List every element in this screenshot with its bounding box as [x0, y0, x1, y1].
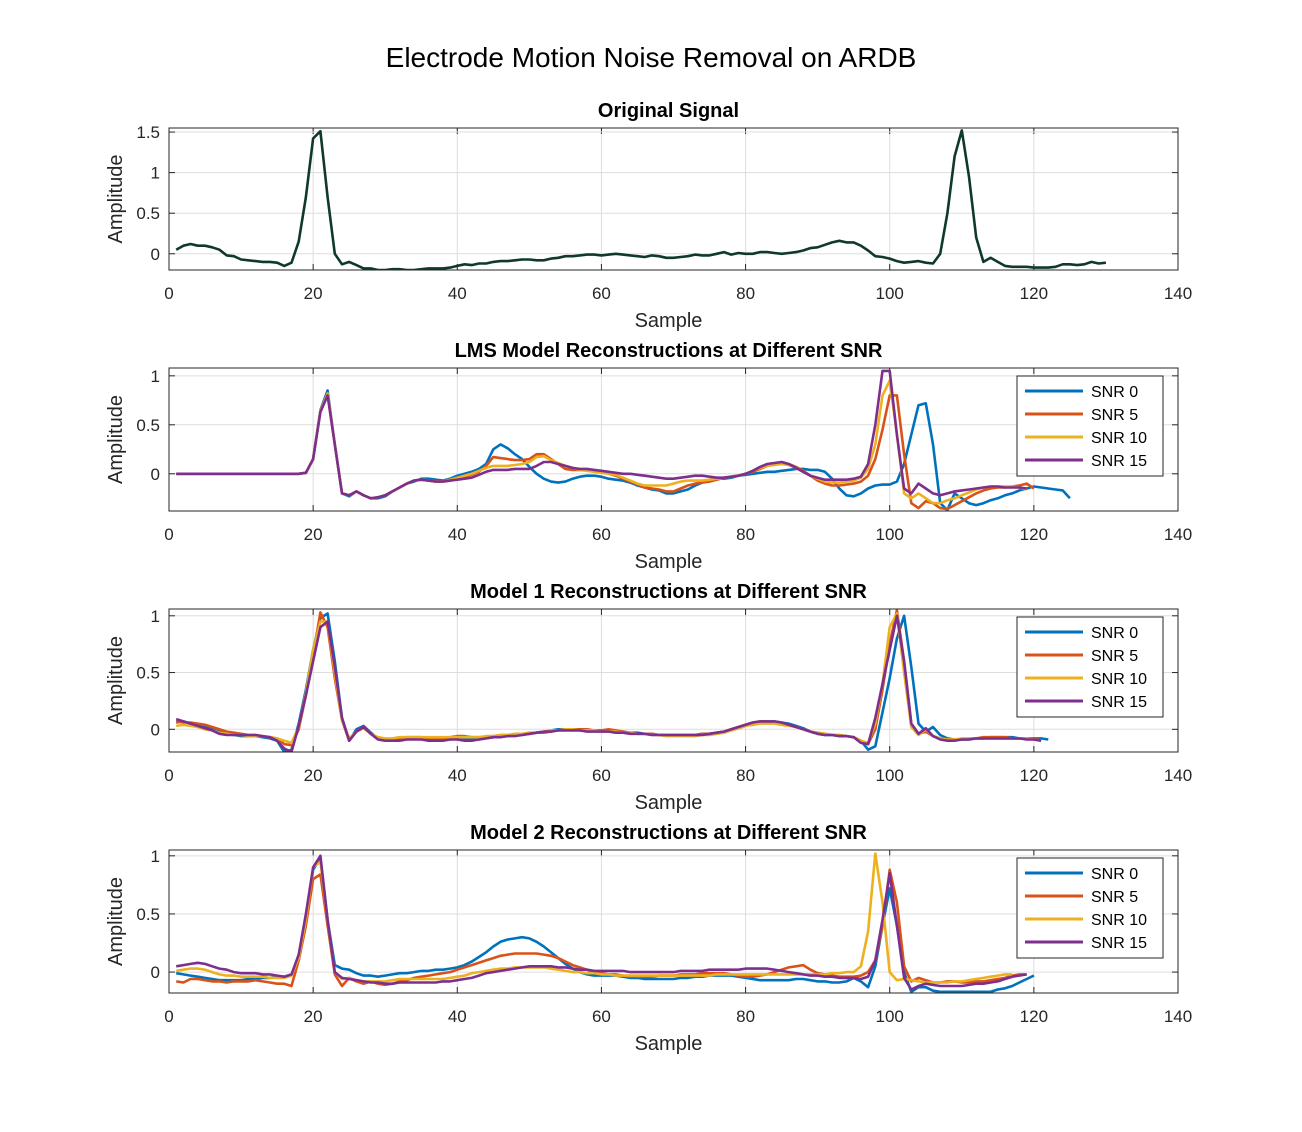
x-tick-label: 120 — [1020, 525, 1048, 544]
x-tick-label: 100 — [876, 1007, 904, 1026]
y-axis-label: Amplitude — [105, 877, 127, 966]
y-tick-label: 0.5 — [136, 664, 160, 683]
subplot-1: 0 20 40 60 80 100 120 140 0 0.5 1 1.5 Original Signa… — [105, 100, 1192, 332]
x-tick-label: 80 — [736, 766, 755, 785]
axes-box — [168, 608, 1179, 753]
y-tick-label: 0.5 — [136, 204, 160, 223]
x-tick-label: 40 — [448, 284, 467, 303]
legend-label: SNR 5 — [1091, 648, 1138, 665]
x-tick-label: 20 — [304, 525, 323, 544]
x-tick-label: 140 — [1164, 766, 1192, 785]
series-line-snr-15 — [176, 369, 1027, 500]
x-tick-label: 100 — [876, 766, 904, 785]
y-tick-label: 0 — [151, 963, 160, 982]
x-tick-label: 20 — [304, 284, 323, 303]
y-tick-label: 0.5 — [136, 416, 160, 435]
y-axis-label: Amplitude — [105, 395, 127, 484]
series-group — [176, 369, 1071, 511]
axes-box — [168, 849, 1179, 994]
x-tick-label: 60 — [592, 1007, 611, 1026]
x-axis-label: Sample — [635, 551, 703, 573]
x-tick-label: 140 — [1164, 525, 1192, 544]
x-tick-label: 20 — [304, 1007, 323, 1026]
subplot-title: Original Signal — [598, 100, 739, 122]
x-tick-label: 140 — [1164, 1007, 1192, 1026]
legend-label: SNR 15 — [1091, 935, 1147, 952]
legend: SNR 0 SNR 5 SNR 10 SNR 15 — [1016, 857, 1164, 959]
y-tick-label: 1 — [151, 164, 160, 183]
x-axis-label: Sample — [635, 1033, 703, 1055]
legend-label: SNR 0 — [1091, 866, 1138, 883]
x-tick-label: 140 — [1164, 284, 1192, 303]
x-tick-label: 0 — [164, 284, 173, 303]
x-tick-label: 120 — [1020, 1007, 1048, 1026]
x-axis-label: Sample — [635, 310, 703, 332]
x-tick-label: 60 — [592, 766, 611, 785]
figure-suptitle: Electrode Motion Noise Removal on ARDB — [386, 42, 917, 73]
legend-label: SNR 5 — [1091, 889, 1138, 906]
subplot-title: LMS Model Reconstructions at Different S… — [455, 340, 883, 362]
series-group — [175, 609, 1049, 752]
series-group — [175, 129, 1107, 270]
legend-box — [1016, 857, 1164, 959]
series-line-snr-15 — [175, 614, 1042, 752]
y-tick-label: 0.5 — [136, 905, 160, 924]
plot-area — [169, 850, 1178, 993]
subplot-2: 0 20 40 60 80 100 120 140 0 0.5 1 LMS Model Reconst… — [105, 340, 1192, 573]
x-tick-label: 80 — [736, 1007, 755, 1026]
y-tick-label: 1.5 — [136, 123, 160, 142]
x-axis-label: Sample — [635, 792, 703, 814]
series-group — [175, 852, 1035, 993]
x-tick-label: 80 — [736, 284, 755, 303]
subplot-title: Model 2 Reconstructions at Different SNR — [470, 822, 867, 844]
y-tick-label: 1 — [151, 607, 160, 626]
series-line-snr-15 — [175, 854, 1027, 991]
y-tick-label: 0 — [151, 720, 160, 739]
x-tick-label: 100 — [876, 525, 904, 544]
x-tick-label: 60 — [592, 284, 611, 303]
x-tick-label: 0 — [164, 1007, 173, 1026]
y-tick-label: 0 — [151, 245, 160, 264]
plot-area — [169, 128, 1178, 270]
x-tick-label: 80 — [736, 525, 755, 544]
subplot-3: 0 20 40 60 80 100 120 140 0 0.5 1 Model 1 Reconstru… — [105, 581, 1192, 814]
legend-label: SNR 10 — [1091, 430, 1147, 447]
x-tick-label: 60 — [592, 525, 611, 544]
y-axis-label: Amplitude — [105, 636, 127, 725]
axes-box — [168, 127, 1179, 271]
y-tick-label: 1 — [151, 367, 160, 386]
series-line-snr-5 — [176, 609, 1042, 747]
x-tick-label: 100 — [876, 284, 904, 303]
x-tick-label: 120 — [1020, 284, 1048, 303]
legend-label: SNR 10 — [1091, 671, 1147, 688]
subplot-4: 0 20 40 60 80 100 120 140 0 0.5 1 Model 2 Reconstru… — [105, 822, 1192, 1055]
axes-box — [168, 367, 1179, 512]
legend: SNR 0 SNR 5 SNR 10 SNR 15 — [1016, 375, 1164, 477]
x-tick-label: 40 — [448, 525, 467, 544]
x-tick-label: 0 — [164, 766, 173, 785]
x-tick-label: 40 — [448, 766, 467, 785]
x-tick-label: 40 — [448, 1007, 467, 1026]
y-axis-label: Amplitude — [105, 155, 127, 244]
legend: SNR 0 SNR 5 SNR 10 SNR 15 — [1016, 616, 1164, 718]
legend-label: SNR 15 — [1091, 694, 1147, 711]
legend-label: SNR 10 — [1091, 912, 1147, 929]
x-tick-label: 0 — [164, 525, 173, 544]
y-tick-label: 1 — [151, 847, 160, 866]
legend-label: SNR 5 — [1091, 407, 1138, 424]
legend-label: SNR 0 — [1091, 384, 1138, 401]
legend-label: SNR 15 — [1091, 453, 1147, 470]
legend-label: SNR 0 — [1091, 625, 1138, 642]
x-tick-label: 20 — [304, 766, 323, 785]
series-line-signal — [175, 129, 1107, 270]
subplot-title: Model 1 Reconstructions at Different SNR — [470, 581, 867, 603]
x-tick-label: 120 — [1020, 766, 1048, 785]
y-tick-label: 0 — [151, 465, 160, 484]
